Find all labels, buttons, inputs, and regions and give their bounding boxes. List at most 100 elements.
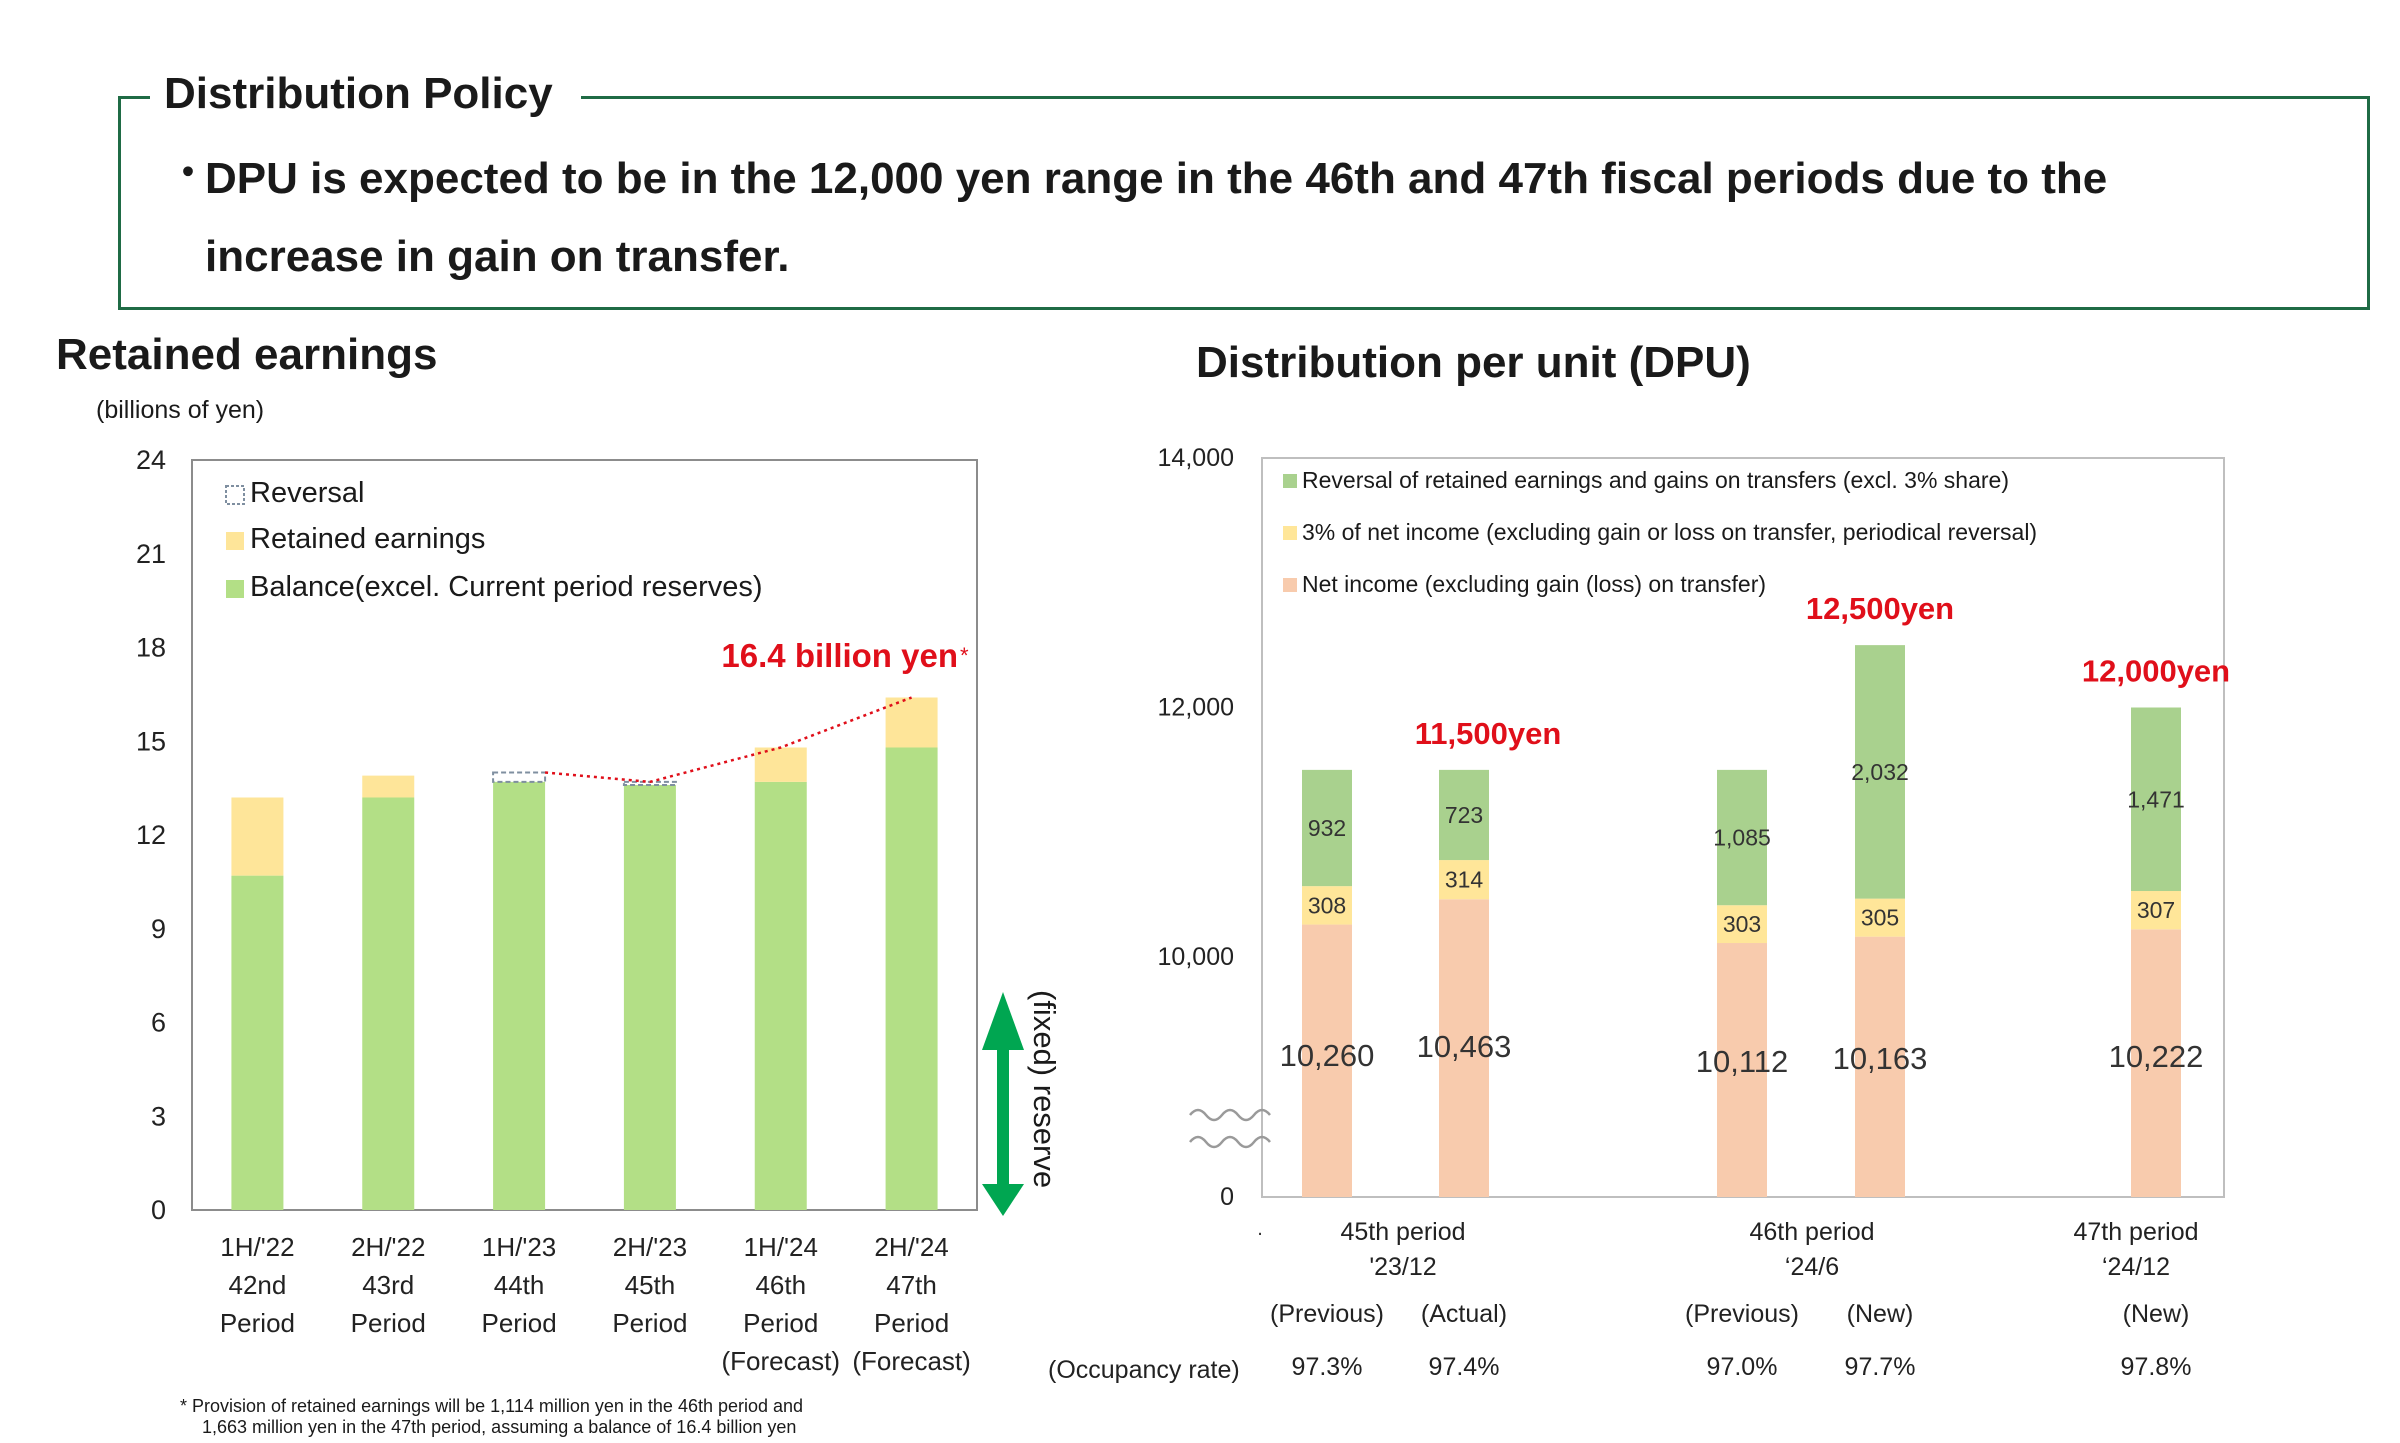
balance-bar <box>231 875 284 1210</box>
three-pct-bar <box>1855 898 1905 937</box>
x-tick-label: (Forecast) <box>852 1346 970 1376</box>
three-pct-value: 303 <box>1723 911 1761 937</box>
reversal-gain-bar <box>1302 769 1352 887</box>
three-pct-bar <box>1717 905 1767 944</box>
x-tick-label: 46th <box>755 1270 806 1300</box>
dpu-title: Distribution per unit (DPU) <box>1196 338 1751 387</box>
reserve-arrow-up-head <box>982 992 1024 1050</box>
y-tick-label: 3 <box>151 1101 166 1131</box>
occupancy-value: 97.0% <box>1707 1353 1778 1381</box>
net-income-bar <box>2131 929 2181 1197</box>
retained-earnings-title: Retained earnings <box>56 330 438 379</box>
footnote-line-2: 1,663 million yen in the 47th period, as… <box>202 1417 797 1437</box>
group-sublabel: ‘24/6 <box>1785 1253 1839 1281</box>
net-income-value: 10,260 <box>1280 1038 1375 1073</box>
retained-earnings-bar <box>362 775 415 798</box>
legend-label: Reversal <box>250 477 364 509</box>
policy-bullet: ・ <box>168 151 208 195</box>
reversal-gain-value: 932 <box>1308 815 1346 841</box>
dpu-chart: 0 10,000 12,000 14,000. 10,260 308 932 (Previou… <box>1048 444 2230 1384</box>
reserve-label: (fixed) reserve <box>1027 990 1062 1188</box>
plot-frame <box>191 459 978 1211</box>
reversal-gain-value: 1,085 <box>1713 825 1771 851</box>
occupancy-value: 97.3% <box>1292 1353 1363 1381</box>
trend-line <box>544 696 913 784</box>
balance-bar <box>623 785 676 1210</box>
x-tick-label: 42nd <box>228 1270 286 1300</box>
x-tick-label: Period <box>220 1308 295 1338</box>
x-tick-label: 2H/'22 <box>351 1232 425 1262</box>
axis-break-mark <box>1189 1135 1271 1149</box>
x-tick-label: Period <box>874 1308 949 1338</box>
callout-16-4-billion: 16.4 billion yen <box>721 637 958 674</box>
y-tick-label: 12,000 <box>1158 694 1234 722</box>
x-tick-label: (Forecast) <box>722 1346 840 1376</box>
net-income-bar <box>1717 943 1767 1197</box>
x-tick-label: 1H/'23 <box>482 1232 556 1262</box>
retained-earnings-bar <box>231 797 284 876</box>
reversal-gain-value: 723 <box>1445 802 1483 828</box>
net-income-value: 10,463 <box>1417 1029 1512 1064</box>
x-tick-label: Period <box>743 1308 818 1338</box>
bar-sublabel: (New) <box>1847 1300 1914 1328</box>
dpu-total-label: 11,500yen <box>1415 716 1562 751</box>
three-pct-bar <box>2131 891 2181 930</box>
policy-title: Distribution Policy <box>150 64 581 124</box>
reserve-arrow-shaft <box>997 1048 1009 1186</box>
x-tick-label: 43rd <box>362 1270 414 1300</box>
y-tick-label: 0 <box>1220 1183 1234 1211</box>
y-tick-label: 14,000 <box>1158 444 1234 472</box>
x-tick-label: Period <box>482 1308 557 1338</box>
balance-bar <box>885 747 938 1210</box>
net-income-value: 10,112 <box>1696 1044 1789 1079</box>
x-tick-label: 1H/'22 <box>220 1232 294 1262</box>
x-tick-label: 1H/'24 <box>744 1232 818 1262</box>
net-income-bar <box>1855 936 1905 1197</box>
balance-bar <box>493 781 546 1210</box>
net-income-value: 10,163 <box>1833 1041 1928 1076</box>
legend-label: Balance(excel. Current period reserves) <box>250 571 763 603</box>
legend-label: Net income (excluding gain (loss) on tra… <box>1302 571 1766 597</box>
y-tick-label: 21 <box>136 539 166 569</box>
three-pct-value: 305 <box>1861 905 1899 931</box>
bar-sublabel: (New) <box>2123 1300 2190 1328</box>
legend-swatch <box>1283 578 1297 592</box>
legend-swatch <box>225 485 245 505</box>
net-income-bar <box>1302 924 1352 1197</box>
three-pct-bar <box>1302 886 1352 925</box>
group-sublabel: '23/12 <box>1369 1253 1436 1281</box>
retained-earnings-chart: 0 3 6 9 12 15 18 21 24 1H/'22 42nd Period 2H/'22 43rd… <box>136 445 1062 1376</box>
footnote-line-1: * Provision of retained earnings will be… <box>180 1396 804 1416</box>
three-pct-value: 307 <box>2137 897 2175 923</box>
reserve-arrow-down-head <box>982 1184 1024 1216</box>
y-tick-label: 15 <box>136 726 166 756</box>
balance-bar <box>362 797 415 1210</box>
retained-earnings-unit: (billions of yen) <box>96 396 265 424</box>
reversal-gain-bar <box>2131 707 2181 892</box>
reversal-gain-bar <box>1439 769 1489 861</box>
y-tick-label: 10,000 <box>1158 943 1234 971</box>
occupancy-value: 97.7% <box>1845 1353 1916 1381</box>
group-label: 45th period <box>1340 1218 1465 1246</box>
axis-break-mark <box>1189 1108 1271 1122</box>
bar-sublabel: (Previous) <box>1685 1300 1799 1328</box>
occupancy-rate-label: (Occupancy rate) <box>1048 1356 1240 1384</box>
three-pct-value: 314 <box>1445 867 1484 893</box>
y-tick-label: 6 <box>151 1008 166 1038</box>
bar-sublabel: (Previous) <box>1270 1300 1384 1328</box>
legend-label: 3% of net income (excluding gain or loss… <box>1302 519 2037 545</box>
callout-asterisk: * <box>960 643 969 668</box>
y-tick-label: 18 <box>136 633 166 663</box>
y-tick-label: 12 <box>136 820 166 850</box>
reversal-gain-value: 2,032 <box>1851 759 1909 785</box>
x-tick-label: 44th <box>494 1270 545 1300</box>
x-tick-label: 2H/'24 <box>874 1232 948 1262</box>
legend-swatch <box>226 532 244 550</box>
dpu-total-label: 12,500yen <box>1806 591 1954 626</box>
legend-swatch <box>226 580 244 598</box>
net-income-bar <box>1439 899 1489 1197</box>
retained-earnings-bar <box>754 747 807 782</box>
policy-text: DPU is expected to be in the 12,000 yen … <box>205 154 2108 281</box>
reversal-gain-bar <box>1855 645 1905 899</box>
reversal-bar <box>492 771 547 783</box>
